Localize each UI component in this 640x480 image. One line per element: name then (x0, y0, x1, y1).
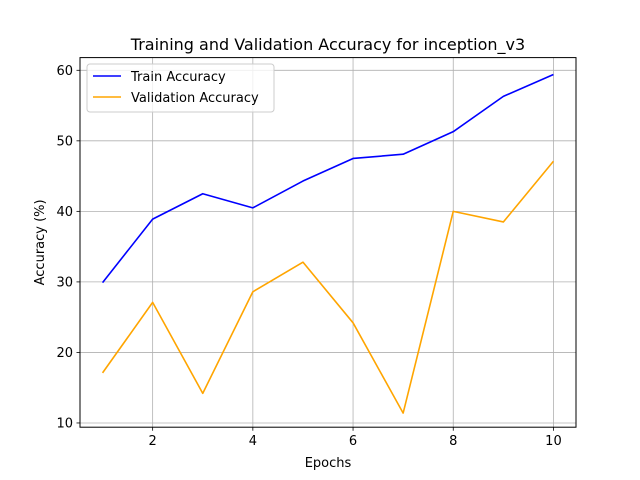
y-tick-label: 60 (56, 64, 73, 79)
y-tick-label: 10 (56, 416, 73, 431)
x-axis-ticks: 2 4 6 8 10 (149, 427, 562, 449)
x-axis-label: Epochs (305, 456, 352, 471)
y-tick-label: 30 (56, 275, 73, 290)
x-tick-label: 8 (449, 434, 457, 449)
x-tick-label: 6 (349, 434, 357, 449)
y-tick-label: 20 (56, 346, 73, 361)
legend: Train Accuracy Validation Accuracy (86, 63, 275, 113)
legend-label-train: Train Accuracy (130, 70, 226, 85)
validation-accuracy-line (101, 160, 555, 414)
series-layer (101, 73, 555, 414)
x-tick-label: 2 (149, 434, 157, 449)
y-axis-label: Accuracy (%) (33, 199, 48, 285)
plot-frame (79, 57, 577, 428)
y-tick-label: 50 (56, 134, 73, 149)
x-tick-label: 10 (545, 434, 562, 449)
y-axis-ticks: 10 20 30 40 50 60 (56, 64, 80, 431)
grid-lines (80, 57, 576, 428)
y-tick-label: 40 (56, 205, 73, 220)
chart-title: Training and Validation Accuracy for inc… (130, 35, 525, 55)
legend-label-validation: Validation Accuracy (131, 91, 259, 106)
train-accuracy-line (101, 73, 554, 284)
legend-box (86, 63, 275, 113)
x-tick-label: 4 (249, 434, 257, 449)
